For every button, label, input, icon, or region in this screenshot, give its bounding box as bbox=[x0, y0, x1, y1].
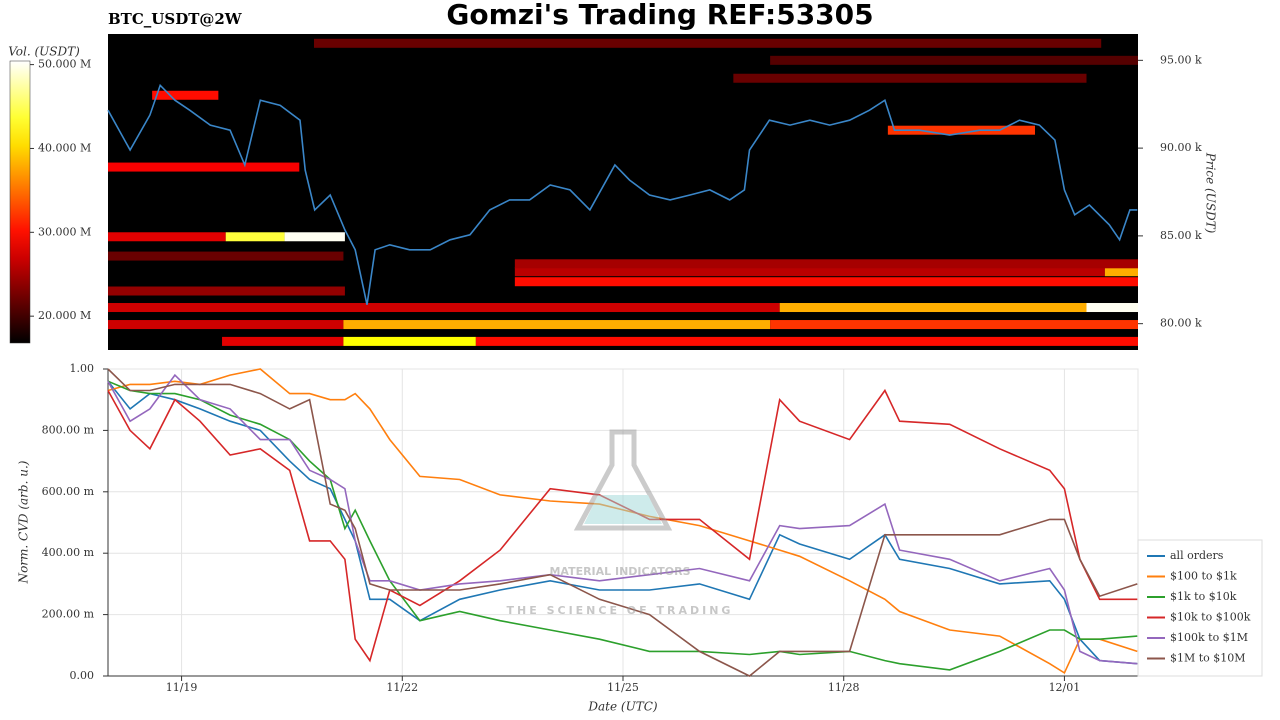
legend-label: $1k to $10k bbox=[1170, 590, 1237, 603]
heat-cell bbox=[514, 267, 1105, 277]
colorbar-tick-label: 50.000 M bbox=[38, 58, 91, 71]
cvd-line bbox=[107, 373, 1138, 665]
y-tick-label: 85.00 k bbox=[1160, 229, 1202, 242]
heat-cell bbox=[284, 232, 345, 242]
heat-cell bbox=[108, 162, 300, 172]
y-axis-label: Price (USDT) bbox=[1204, 152, 1218, 234]
heat-cell bbox=[225, 232, 285, 242]
legend-label: $100k to $1M bbox=[1170, 631, 1248, 644]
heat-cell bbox=[779, 303, 1087, 313]
heat-cell bbox=[108, 286, 345, 296]
y-tick-label: 1.00 bbox=[70, 362, 95, 375]
heat-cell bbox=[222, 336, 344, 346]
heat-cell bbox=[343, 336, 476, 346]
price-line bbox=[107, 83, 1138, 305]
cvd-line bbox=[107, 368, 1138, 677]
colorbar-tick-label: 30.000 M bbox=[38, 225, 91, 238]
watermark-icon bbox=[584, 495, 662, 524]
x-tick-label: 12/01 bbox=[1049, 681, 1081, 694]
heat-cell bbox=[514, 259, 1138, 269]
heat-cell bbox=[314, 38, 1102, 48]
watermark bbox=[573, 429, 673, 531]
colorbar bbox=[9, 60, 31, 344]
heat-cell bbox=[770, 55, 1138, 65]
y-axis-label: Norm. CVD (arb. u.) bbox=[17, 460, 31, 584]
heat-cell bbox=[108, 303, 780, 313]
colorbar-tick-label: 20.000 M bbox=[38, 309, 91, 322]
legend-label: $100 to $1k bbox=[1170, 570, 1237, 583]
legend-entries: all orders $100 to $1k $1k to $10k $10k to … bbox=[1147, 549, 1251, 665]
y-tick-label: 0.00 bbox=[70, 669, 95, 682]
heat-cell bbox=[475, 336, 1138, 346]
cvd-line bbox=[107, 380, 1138, 671]
x-tick-label: 11/25 bbox=[607, 681, 639, 694]
y-tick-label: 80.00 k bbox=[1160, 317, 1202, 330]
y-tick-label: 90.00 k bbox=[1160, 141, 1202, 154]
heat-cell bbox=[887, 125, 1035, 135]
heatmap-panel: 80.00 k 85.00 k 90.00 k 95.00 k 20.000 M 30.0… bbox=[9, 34, 1202, 350]
cvd-line bbox=[107, 380, 1138, 665]
heat-cell bbox=[152, 90, 219, 100]
watermark-text: THE SCIENCE OF TRADING bbox=[507, 604, 734, 617]
heat-cell bbox=[1104, 267, 1138, 277]
heat-cell bbox=[514, 277, 1138, 287]
y-tick-label: 95.00 k bbox=[1160, 53, 1202, 66]
colorbar-tick-label: 40.000 M bbox=[38, 141, 91, 154]
heat-cell bbox=[770, 320, 1138, 330]
cvd-line bbox=[107, 368, 1138, 675]
x-tick-label: 11/22 bbox=[386, 681, 418, 694]
x-tick-label: 11/19 bbox=[166, 681, 198, 694]
x-axis-label: Date (UTC) bbox=[587, 700, 657, 714]
heat-cell bbox=[343, 320, 771, 330]
symbol: BTC_USDT@2W bbox=[108, 10, 243, 28]
legend bbox=[1137, 539, 1263, 677]
legend-label: all orders bbox=[1170, 549, 1224, 562]
plot-background bbox=[108, 34, 1138, 350]
cvd-line bbox=[107, 388, 1138, 663]
heat-cell bbox=[1086, 303, 1138, 313]
heat-cell bbox=[108, 251, 344, 261]
watermark-icon bbox=[573, 429, 673, 531]
watermark-text: MATERIAL INDICATORS bbox=[549, 565, 690, 578]
heat-cell bbox=[108, 232, 226, 242]
chart-title: Gomzi's Trading REF:53305 bbox=[446, 0, 873, 31]
legend-label: $10k to $100k bbox=[1170, 611, 1251, 624]
heat-cell bbox=[108, 320, 344, 330]
y-tick-label: 800.00 m bbox=[42, 423, 95, 436]
legend-label: $1M to $10M bbox=[1170, 652, 1246, 665]
y-tick-label: 200.00 m bbox=[42, 608, 95, 621]
y-tick-label: 600.00 m bbox=[42, 485, 95, 498]
y-tick-label: 400.00 m bbox=[42, 546, 95, 559]
colorbar-label: Vol. (USDT) bbox=[8, 45, 80, 59]
x-tick-label: 11/28 bbox=[828, 681, 860, 694]
heat-cell bbox=[733, 73, 1087, 83]
